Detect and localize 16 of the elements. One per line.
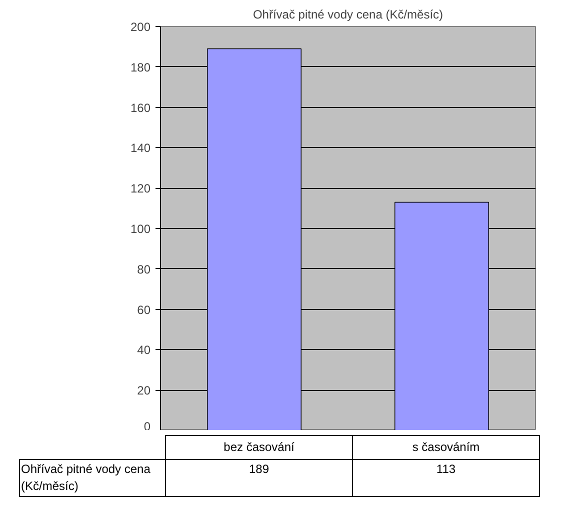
- y-tick-label: 120: [130, 182, 151, 196]
- y-tick-label: 100: [130, 222, 151, 236]
- y-tick-label: 200: [130, 20, 151, 34]
- y-tick-label: 140: [130, 141, 151, 156]
- x-tick-label: s časováním: [352, 436, 540, 460]
- y-tick-label: 180: [130, 60, 151, 74]
- y-tick-label: 160: [130, 100, 151, 115]
- data-label: 189: [166, 460, 352, 497]
- chart-title: Ohřívač pitné vody cena (Kč/měsíc): [252, 8, 444, 22]
- y-tick-label: 80: [137, 262, 151, 276]
- data-label: 113: [352, 460, 540, 497]
- y-tick-label: 20: [137, 384, 151, 398]
- text: Ohřívač pitné vody cena (Kč/měsíc): [20, 460, 166, 497]
- y-tick-label: 60: [137, 302, 151, 317]
- x-tick-label: bez časování: [166, 436, 352, 460]
- y-tick-label: 40: [137, 343, 151, 358]
